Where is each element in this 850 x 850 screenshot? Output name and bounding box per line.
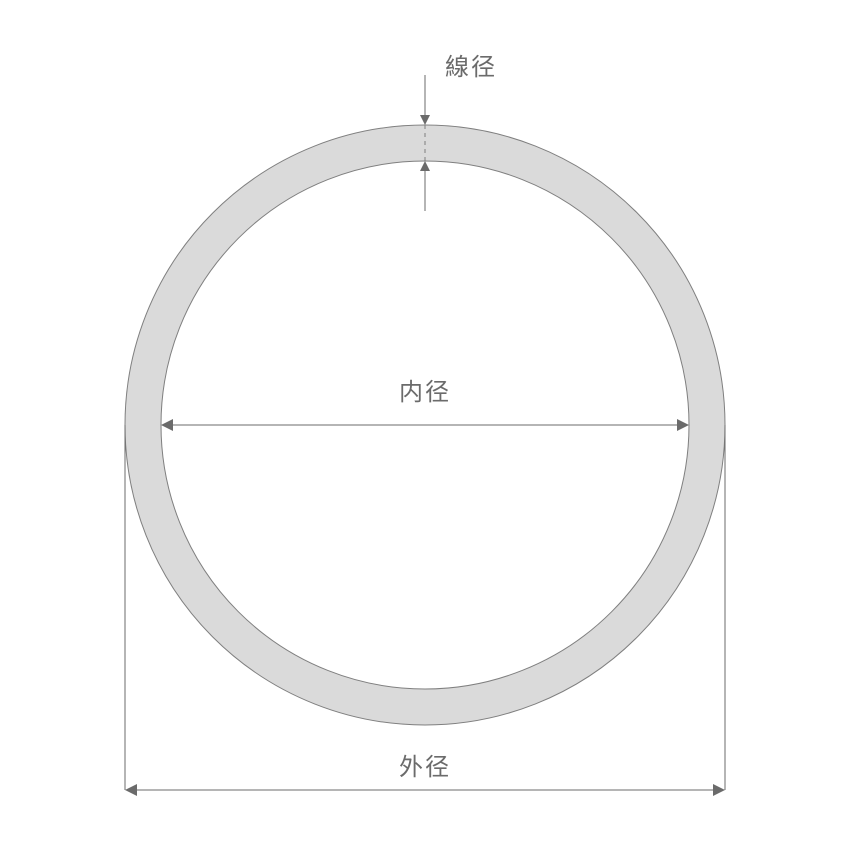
inner-diameter-label: 内径 [399,379,451,406]
outer-diameter-label: 外径 [399,754,451,781]
wire-diameter-label: 線径 [445,54,497,81]
ring-diagram: 線径内径外径 [0,0,850,850]
